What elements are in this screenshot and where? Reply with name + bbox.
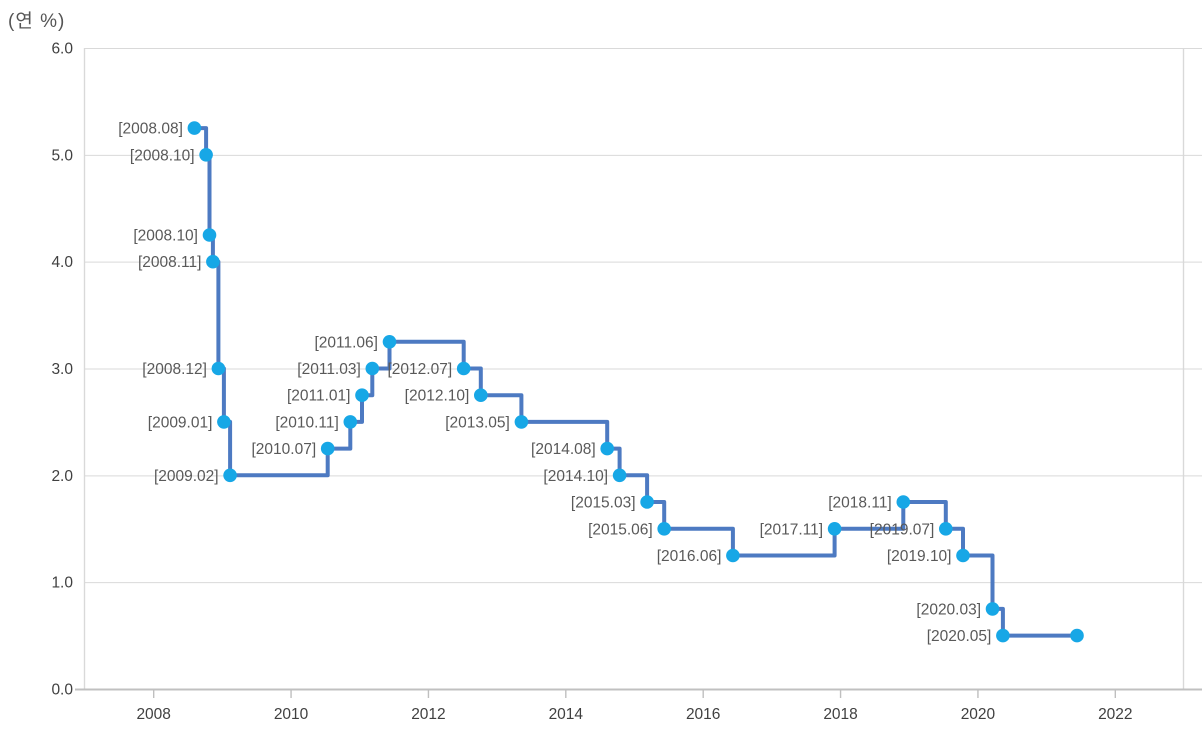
data-point-marker [355,388,369,403]
data-point-marker [612,468,627,483]
data-point-marker [202,228,217,242]
data-point-label: [2008.12] [142,361,207,378]
data-point-marker [199,148,213,162]
x-tick-label: 2020 [961,706,996,723]
data-point-label: [2015.03] [571,495,636,512]
data-point-label: [2014.10] [543,468,608,485]
data-point-marker [1070,628,1084,643]
data-point-marker [657,522,671,536]
x-tick-label: 2012 [411,706,445,723]
data-point-marker [726,548,740,563]
data-point-label: [2011.03] [297,361,361,378]
data-point-label: [2008.08] [118,121,183,138]
data-point-label: [2017.11] [760,521,824,538]
data-point-marker [206,254,220,269]
data-point-label: [2010.07] [251,441,316,458]
data-point-label: [2020.05] [927,628,992,645]
data-point-label: [2018.11] [828,495,892,512]
x-tick-label: 2016 [686,706,720,723]
data-point-label: [2009.01] [148,414,213,431]
data-point-marker [223,468,237,483]
x-tick-label: 2014 [549,706,584,723]
y-tick-label: 6.0 [51,41,73,58]
y-tick-label: 2.0 [51,468,73,485]
y-tick-label: 4.0 [51,254,73,271]
data-point-label: [2019.07] [870,521,935,538]
x-tick-label: 2022 [1098,706,1132,723]
data-point-marker [211,361,226,376]
data-point-marker [474,388,488,403]
data-point-marker [217,415,231,429]
data-point-label: [2008.11] [138,254,202,271]
y-tick-label: 0.0 [51,682,73,699]
data-point-label: [2013.05] [445,414,510,431]
y-tick-label: 3.0 [51,361,73,378]
data-point-marker [320,441,335,456]
y-axis-unit-label: (연 %) [8,11,66,32]
data-point-marker [985,602,1000,616]
data-point-marker [456,361,471,376]
data-point-label: [2014.08] [531,441,596,458]
data-point-label: [2020.03] [916,601,981,618]
data-point-label: [2019.10] [887,548,952,565]
data-point-label: [2012.07] [387,361,452,378]
data-point-label: [2011.06] [314,334,378,351]
data-point-marker [365,361,380,376]
data-point-marker [187,121,202,135]
data-point-marker [600,441,614,456]
data-point-label: [2008.10] [130,147,195,164]
y-tick-label: 1.0 [51,575,73,592]
data-point-marker [640,495,654,509]
data-point-marker [827,522,842,536]
data-point-label: [2015.06] [588,521,653,538]
data-point-label: [2008.10] [133,227,198,244]
x-tick-label: 2010 [274,706,309,723]
data-point-label: [2012.10] [405,388,470,405]
data-point-marker [514,415,529,429]
data-point-marker [896,495,911,509]
data-point-marker [939,522,953,536]
data-point-label: [2011.01] [287,388,351,405]
data-point-label: [2016.06] [657,548,722,565]
data-point-marker [343,415,358,429]
data-point-marker [382,335,397,349]
data-point-marker [996,628,1010,643]
x-tick-label: 2018 [823,706,857,723]
x-tick-label: 2008 [136,706,170,723]
data-point-label: [2010.11] [275,414,339,431]
data-point-label: [2009.02] [154,468,219,485]
y-tick-label: 5.0 [51,147,73,164]
data-point-marker [956,548,970,563]
